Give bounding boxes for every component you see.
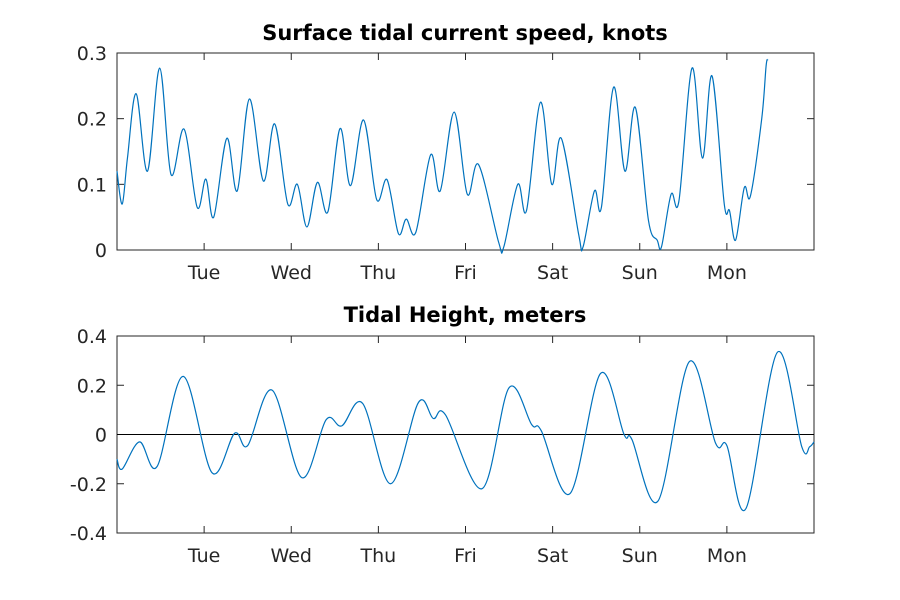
current-speed-axes-box bbox=[116, 52, 815, 251]
current-speed-x-tick-label: Thu bbox=[360, 262, 397, 284]
current-speed-x-tick-label: Tue bbox=[187, 262, 220, 284]
current-speed-x-tick-label: Fri bbox=[454, 262, 477, 284]
current-speed-y-tick-label: 0.1 bbox=[77, 174, 107, 196]
tidal-height-x-tick-label: Sun bbox=[622, 545, 658, 567]
tidal-height-plot: Tidal Height, meters -0.4 -0.2 0 0.2 0.4 Tue W… bbox=[70, 303, 815, 567]
tidal-height-x-tick-label: Thu bbox=[360, 545, 397, 567]
current-speed-x-tick-label: Sat bbox=[537, 262, 568, 284]
current-speed-marks: 0 0.1 0.2 0.3 Tue Wed Thu Fri Sat Sun Mon bbox=[77, 43, 814, 284]
tidal-height-x-tick-label: Mon bbox=[707, 545, 747, 567]
current-speed-x-tick-label: Sun bbox=[622, 262, 658, 284]
tidal-height-series-line-0 bbox=[116, 351, 815, 512]
tidal-height-y-tick-label: -0.4 bbox=[70, 523, 107, 545]
tidal-height-title: Tidal Height, meters bbox=[344, 303, 587, 327]
tidal-height-x-tick-label: Fri bbox=[454, 545, 477, 567]
current-speed-x-tick-label: Wed bbox=[271, 262, 312, 284]
tidal-height-x-tick-label: Wed bbox=[271, 545, 312, 567]
current-speed-y-tick-label: 0.2 bbox=[77, 109, 107, 131]
current-speed-series-line-0 bbox=[116, 58, 769, 254]
current-speed-title: Surface tidal current speed, knots bbox=[262, 21, 668, 45]
tidal-height-marks: -0.4 -0.2 0 0.2 0.4 Tue Wed Thu Fri Sat Sun Mon bbox=[70, 326, 815, 567]
current-speed-y-tick-label: 0 bbox=[95, 240, 107, 262]
current-speed-x-tick-label: Mon bbox=[707, 262, 747, 284]
tidal-height-x-tick-label: Sat bbox=[537, 545, 568, 567]
tidal-height-y-tick-label: -0.2 bbox=[70, 474, 107, 496]
tidal-height-y-tick-label: 0 bbox=[95, 425, 107, 447]
tidal-height-y-tick-label: 0.2 bbox=[77, 375, 107, 397]
current-speed-plot: Surface tidal current speed, knots 00.10… bbox=[77, 21, 815, 284]
current-speed-y-tick-label: 0.3 bbox=[77, 43, 107, 65]
tidal-height-y-tick-label: 0.4 bbox=[77, 326, 107, 348]
tidal-height-x-tick-label: Tue bbox=[187, 545, 220, 567]
